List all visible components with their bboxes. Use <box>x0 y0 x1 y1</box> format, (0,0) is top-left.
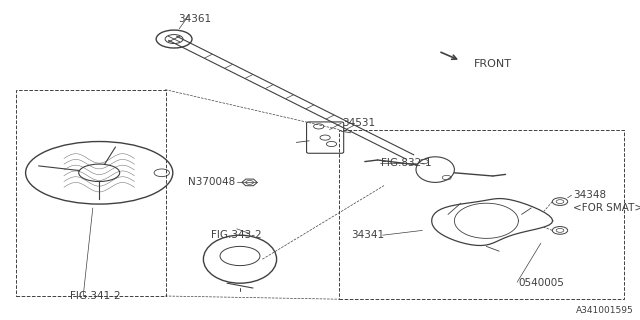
Text: N370048: N370048 <box>188 177 236 188</box>
Bar <box>16 90 166 296</box>
Text: 34341: 34341 <box>351 230 384 240</box>
Text: 34361: 34361 <box>179 14 212 24</box>
Text: FIG.341-2: FIG.341-2 <box>70 291 121 301</box>
Text: A341001595: A341001595 <box>576 306 634 315</box>
Text: <FOR SMAT>: <FOR SMAT> <box>573 203 640 213</box>
Text: FIG.832-1: FIG.832-1 <box>381 158 431 168</box>
Text: FRONT: FRONT <box>474 59 511 69</box>
Text: FIG.343-2: FIG.343-2 <box>211 230 262 240</box>
Bar <box>339 130 624 299</box>
Text: 34348: 34348 <box>573 190 606 200</box>
Text: 34531: 34531 <box>342 118 376 128</box>
Circle shape <box>156 30 192 48</box>
Text: 0540005: 0540005 <box>518 278 564 288</box>
